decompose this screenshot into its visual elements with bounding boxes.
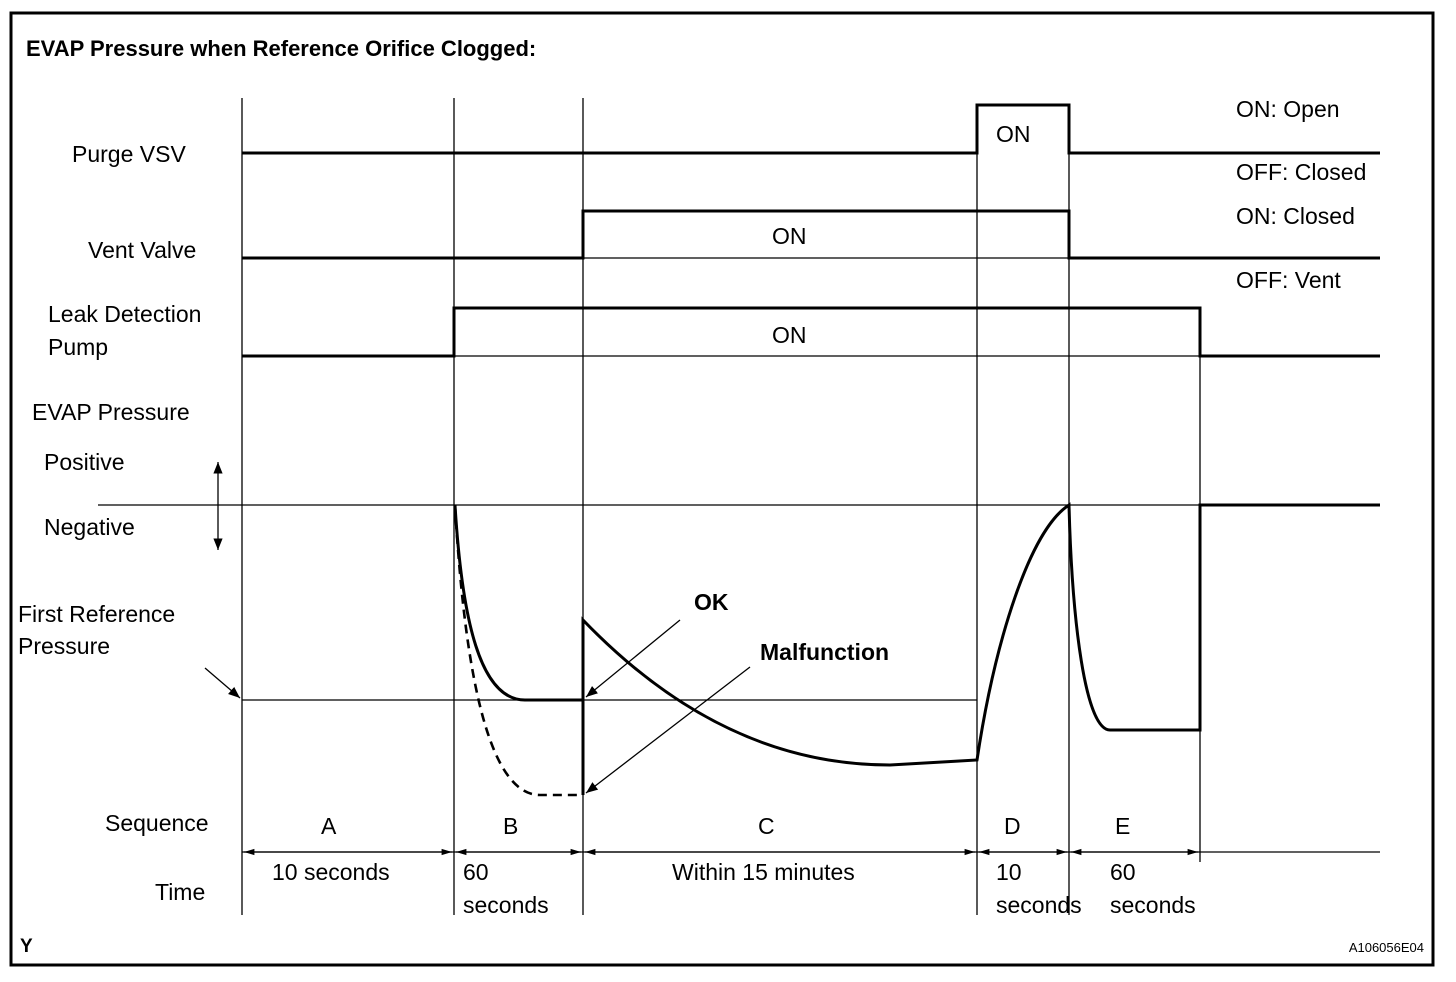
time-label: Time <box>155 879 205 905</box>
sequence-c: C <box>758 813 775 839</box>
malfunction-label: Malfunction <box>760 639 889 665</box>
purge-on-label: ON <box>996 121 1031 147</box>
ok-arrow-icon <box>585 619 681 698</box>
pump-on-label: ON <box>772 322 807 348</box>
negative-label: Negative <box>44 514 135 540</box>
purge-on-state: ON: Open <box>1236 96 1340 122</box>
frame <box>9 11 1435 967</box>
time-b-2: seconds <box>463 892 549 918</box>
pressure-curve-ok <box>453 504 583 702</box>
purge-vsv-label: Purge VSV <box>72 141 186 167</box>
leak-pump-label-2: Pump <box>48 334 108 360</box>
phase-dividers <box>241 98 1201 915</box>
pressure-curve-main <box>581 502 1380 795</box>
first-reference-arrow-icon <box>204 667 241 699</box>
ok-label: OK <box>694 589 729 615</box>
sequence-e: E <box>1115 813 1130 839</box>
sequence-b: B <box>503 813 518 839</box>
vent-valve-signal <box>242 209 1380 260</box>
leak-pump-signal <box>242 306 1380 358</box>
first-reference-label-2: Pressure <box>18 633 110 659</box>
sequence-d: D <box>1004 813 1021 839</box>
sequence-label: Sequence <box>105 810 209 836</box>
vent-on-state: ON: Closed <box>1236 203 1355 229</box>
vent-on-label: ON <box>772 223 807 249</box>
vent-off-state: OFF: Vent <box>1236 267 1341 293</box>
time-b-1: 60 <box>463 859 489 885</box>
time-e-2: seconds <box>1110 892 1196 918</box>
malfunction-arrow-icon <box>585 666 751 794</box>
purge-vsv-signal <box>242 103 1380 155</box>
pressure-curve-malfunction <box>453 504 583 797</box>
figure-code: A106056E04 <box>1349 940 1424 955</box>
time-c: Within 15 minutes <box>672 859 855 885</box>
footer-left-mark: Y <box>20 936 33 957</box>
positive-label: Positive <box>44 449 125 475</box>
time-e-1: 60 <box>1110 859 1136 885</box>
sequence-a: A <box>321 813 337 839</box>
time-a: 10 seconds <box>272 859 390 885</box>
leak-pump-label-1: Leak Detection <box>48 301 201 327</box>
evap-pressure-label: EVAP Pressure <box>32 399 190 425</box>
first-reference-label-1: First Reference <box>18 601 175 627</box>
diagram-title: EVAP Pressure when Reference Orifice Clo… <box>26 36 536 61</box>
vent-valve-label: Vent Valve <box>88 237 196 263</box>
time-d-1: 10 <box>996 859 1022 885</box>
time-d-2: seconds <box>996 892 1082 918</box>
purge-off-state: OFF: Closed <box>1236 159 1366 185</box>
